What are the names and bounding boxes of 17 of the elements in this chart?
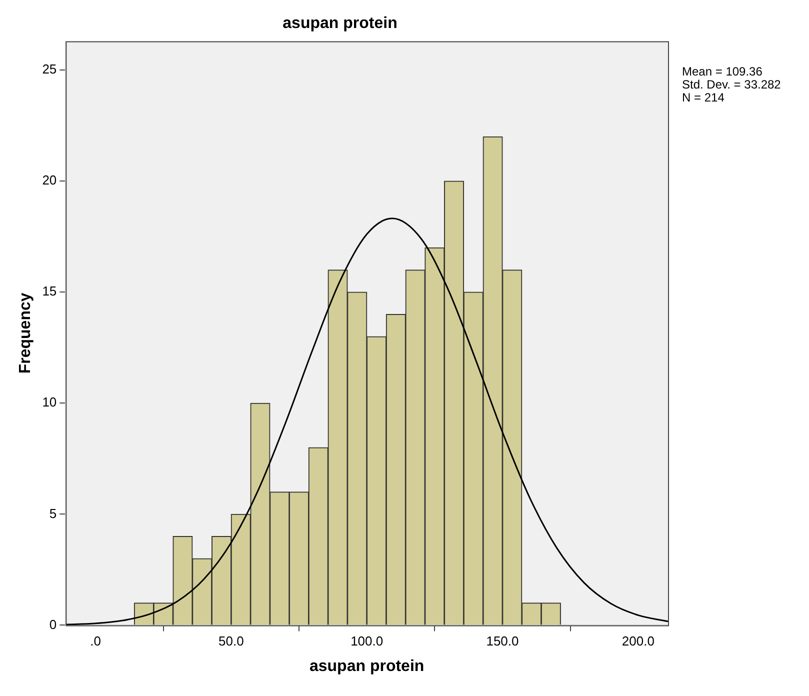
text: N = 214	[682, 90, 725, 105]
y-tick-label: 0	[49, 616, 57, 632]
x-tick-label: .0	[90, 634, 101, 649]
x-tick-label: 200.0	[622, 634, 654, 649]
x-tick-label: 100.0	[350, 634, 384, 649]
x-tick-label: 50.0	[218, 634, 244, 649]
y-tick-label: 5	[49, 506, 57, 521]
y-tick-label: 15	[42, 284, 57, 299]
chart-title: asupan protein	[282, 15, 398, 32]
y-axis-title: Frequency	[17, 292, 34, 374]
text: Mean = 109.36	[682, 64, 763, 79]
text: Std. Dev. = 33.282	[682, 78, 782, 92]
x-axis-title: asupan protein	[309, 658, 424, 675]
y-tick-label: 25	[42, 62, 57, 77]
x-tick-label: 150.0	[486, 634, 519, 649]
y-tick-label: 20	[42, 172, 57, 188]
y-tick-label: 10	[42, 394, 57, 410]
